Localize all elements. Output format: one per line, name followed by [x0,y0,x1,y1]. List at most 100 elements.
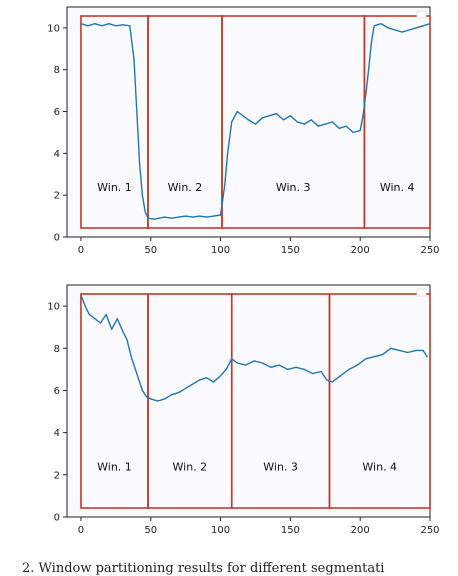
y-tick-label: 2 [54,191,60,202]
data-point [268,115,271,117]
data-point [310,119,312,121]
data-point [390,347,392,349]
data-point [367,69,370,71]
data-point [171,217,173,219]
data-point [365,94,367,96]
data-point [317,125,319,127]
data-point [141,389,143,392]
data-point [320,370,322,373]
data-point [80,294,82,297]
data-point [231,358,233,360]
data-point [219,214,222,216]
data-point [253,360,255,362]
data-point [122,330,124,332]
window-4-box [328,293,431,509]
data-point [116,318,118,320]
data-point [164,398,166,400]
data-point [429,23,431,25]
data-point [212,381,215,383]
data-point [178,216,180,218]
data-point [303,123,305,125]
y-tick-label: 2 [54,470,60,481]
data-point [331,121,333,123]
data-point [157,400,159,402]
data-point [381,354,384,356]
y-tick-label: 8 [54,344,60,355]
y-tick-label: 0 [54,233,60,244]
window-3-label: Win. 3 [276,181,311,194]
x-tick-label: 100 [211,525,230,536]
data-point [178,391,180,394]
data-point [356,364,358,366]
data-point [275,113,278,115]
data-point [362,115,364,117]
data-point [99,322,102,324]
x-tick-label: 0 [78,245,84,256]
data-point [145,396,148,398]
data-point [387,27,389,29]
data-point [352,131,354,134]
data-point [348,368,350,370]
data-point [152,218,155,220]
window-2-label: Win. 2 [168,181,203,194]
data-point [212,215,215,217]
data-point [401,31,403,33]
y-tick-label: 10 [47,23,60,34]
window-1-label: Win. 1 [97,181,132,194]
data-point [326,379,328,381]
data-point [394,29,396,31]
data-point [206,377,208,379]
window-4-label: Win. 4 [380,181,415,194]
figure-caption: 2. Window partitioning results for diffe… [22,561,385,576]
data-point [144,211,146,213]
data-point [129,25,131,27]
plot-area [66,6,431,238]
data-point [261,117,264,119]
data-point [331,381,333,383]
data-point [88,313,90,316]
data-point [111,328,113,330]
window-1-label: Win. 1 [97,461,132,474]
data-point [84,305,86,307]
x-tick-label: 50 [144,525,157,536]
data-point [236,362,238,364]
data-point [147,217,149,219]
data-point [245,364,247,366]
y-tick-label: 8 [54,65,60,76]
data-point [254,123,257,125]
data-point [94,318,96,320]
data-point [415,27,417,29]
data-point [270,366,272,368]
data-point [192,383,194,385]
data-point [141,194,143,196]
data-point [408,29,410,31]
data-point [261,362,264,364]
data-point [422,349,424,351]
data-point [164,216,166,218]
data-point [115,25,117,27]
data-point [286,368,289,370]
data-point [108,23,110,25]
data-point [199,379,201,381]
data-point [185,215,187,217]
data-point [278,364,280,366]
data-point [206,216,208,218]
data-point [415,349,417,351]
data-point [226,152,229,154]
data-point [338,127,340,129]
window-3-label: Win. 3 [263,461,298,474]
x-tick-label: 0 [78,525,84,536]
data-point [373,25,375,27]
data-point [296,121,298,123]
data-point [224,184,226,186]
data-point [312,372,314,375]
data-point [324,123,326,125]
data-point [370,41,372,44]
data-point [242,115,244,117]
data-point [282,119,285,121]
legend-box [416,288,427,297]
data-point [136,110,138,113]
data-point [150,398,152,400]
